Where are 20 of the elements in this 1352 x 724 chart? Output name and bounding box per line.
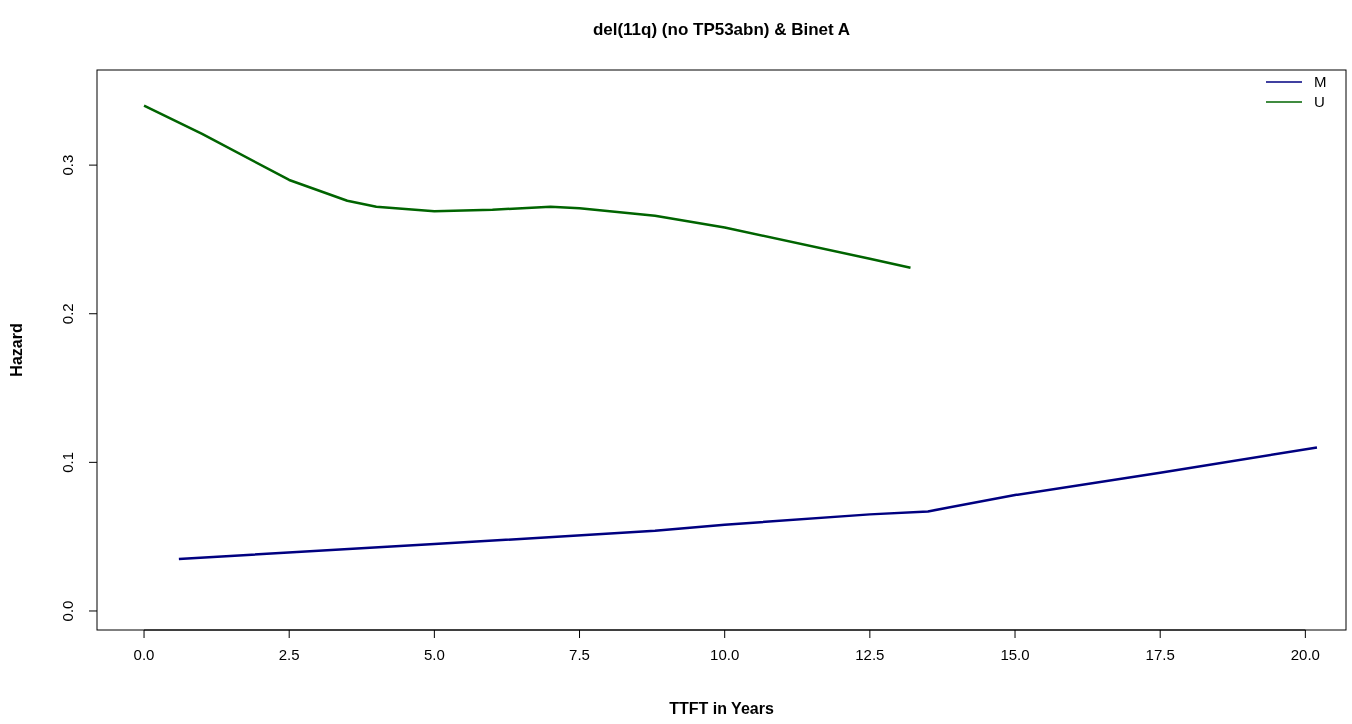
x-tick-label: 12.5 bbox=[855, 646, 885, 663]
x-axis-title: TTFT in Years bbox=[669, 700, 774, 717]
y-axis-title: Hazard bbox=[8, 323, 25, 377]
x-tick-label: 10.0 bbox=[710, 646, 740, 663]
line-series bbox=[177, 446, 1319, 561]
x-tick-label: 5.0 bbox=[423, 646, 445, 663]
x-tick-label: 17.5 bbox=[1145, 646, 1175, 663]
x-tick-label: 20.0 bbox=[1290, 646, 1320, 663]
y-tick-label: 0.0 bbox=[59, 600, 76, 622]
x-tick-label: 0.0 bbox=[133, 646, 155, 663]
y-tick-label: 0.3 bbox=[59, 154, 76, 176]
legend-label: U bbox=[1314, 93, 1325, 110]
chart-title: del(11q) (no TP53abn) & Binet A bbox=[592, 20, 851, 39]
x-tick-label: 2.5 bbox=[278, 646, 300, 663]
line-series bbox=[142, 104, 912, 269]
x-tick-label: 7.5 bbox=[569, 646, 590, 663]
y-tick-label: 0.1 bbox=[59, 451, 76, 473]
legend-label: M bbox=[1314, 73, 1327, 90]
y-tick-label: 0.2 bbox=[59, 303, 76, 325]
x-tick-label: 15.0 bbox=[1000, 646, 1030, 663]
